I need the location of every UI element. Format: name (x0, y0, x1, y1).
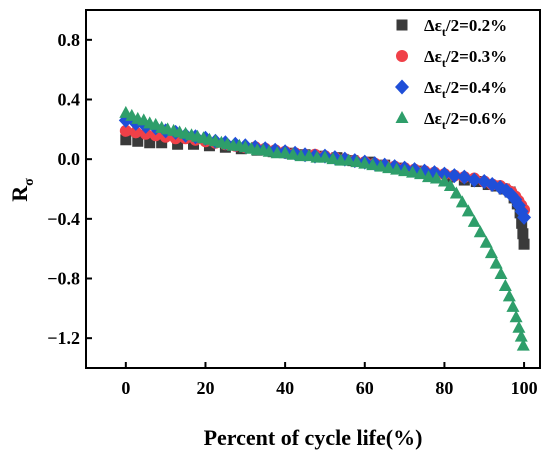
data-point (129, 126, 142, 139)
x-tick-label: 60 (356, 378, 374, 398)
data-point (506, 299, 520, 312)
data-point (278, 146, 292, 159)
legend-label-tail: /2=0.6% (445, 109, 507, 128)
data-series-layer (118, 105, 532, 351)
data-point (479, 235, 493, 248)
data-point (342, 153, 356, 166)
x-tick-label: 20 (196, 378, 214, 398)
data-point (326, 152, 340, 165)
x-tick-label: 80 (435, 378, 453, 398)
data-point (398, 164, 412, 177)
data-point (484, 246, 498, 259)
legend-marker (395, 79, 409, 95)
data-point (382, 161, 396, 174)
data-point (120, 134, 132, 146)
legend-label: Δεt/2=0.2% (424, 16, 507, 39)
legend-label-subscript: t (442, 87, 446, 101)
plot-area-frame (85, 9, 541, 369)
y-axis-title-main: R (7, 185, 32, 202)
legend-label-tail: /2=0.4% (445, 78, 507, 97)
data-point (489, 256, 503, 269)
data-point (461, 204, 475, 217)
data-point (509, 310, 523, 323)
legend-label-subscript: t (442, 56, 446, 70)
y-axis-title: Rσ (7, 178, 37, 202)
data-point (119, 124, 132, 137)
y-axis: 0.8 0.4 0.0 −0.4 −0.8 −1.2 (47, 30, 92, 348)
legend-label-tail: /2=0.2% (445, 16, 507, 35)
data-point (262, 144, 276, 157)
x-axis: 0 20 40 60 80 100 (121, 362, 538, 398)
data-point (144, 137, 156, 149)
data-point (302, 149, 316, 162)
data-point (494, 267, 508, 280)
x-tick-label: 40 (276, 378, 294, 398)
y-tick-label: 0.4 (58, 90, 81, 110)
legend-label-main: Δε (424, 78, 442, 97)
legend-label: Δεt/2=0.6% (424, 109, 507, 132)
data-point (350, 155, 364, 168)
x-tick-label: 100 (511, 378, 538, 398)
data-point (516, 338, 530, 351)
legend-label-tail: /2=0.3% (445, 47, 507, 66)
y-axis-title-subscript: σ (22, 178, 37, 186)
data-point (514, 329, 528, 342)
legend-marker (396, 50, 408, 62)
data-point (156, 137, 168, 149)
legend-label-subscript: t (442, 25, 446, 39)
y-tick-label: −0.8 (47, 269, 80, 289)
data-point (455, 195, 469, 208)
legend: Δεt/2=0.2%Δεt/2=0.3%Δεt/2=0.4%Δεt/2=0.6% (395, 16, 507, 132)
data-point (437, 166, 452, 182)
x-axis-title: Percent of cycle life(%) (204, 425, 423, 450)
data-point (512, 320, 526, 333)
data-point (502, 289, 516, 302)
data-point (286, 147, 300, 160)
legend-marker (396, 19, 408, 31)
data-point (358, 156, 372, 169)
data-point (366, 158, 380, 171)
data-point (517, 228, 529, 240)
data-point (449, 186, 463, 199)
data-point (172, 138, 184, 150)
legend-label-main: Δε (424, 109, 442, 128)
y-tick-label: −0.4 (47, 209, 80, 229)
y-tick-label: 0.8 (58, 30, 81, 50)
data-point (429, 171, 443, 184)
legend-label-main: Δε (424, 47, 442, 66)
data-point (374, 159, 388, 172)
y-tick-label: 0.0 (58, 149, 81, 169)
data-point (447, 168, 462, 184)
data-point (473, 225, 487, 238)
data-point (467, 172, 482, 188)
x-tick-label: 0 (121, 378, 130, 398)
data-point (390, 162, 404, 175)
data-point (421, 170, 435, 183)
y-tick-label: −1.2 (47, 328, 80, 348)
data-point (517, 209, 532, 225)
data-point (414, 167, 428, 180)
series-triangle (119, 105, 530, 351)
data-point (518, 238, 530, 250)
data-point (467, 214, 481, 227)
legend-label-main: Δε (424, 16, 442, 35)
svg-text:Rσ: Rσ (7, 178, 37, 202)
data-point (457, 169, 472, 185)
data-point (443, 179, 457, 192)
legend-marker (395, 111, 409, 123)
data-point (437, 174, 451, 187)
legend-label-subscript: t (442, 118, 446, 132)
legend-label: Δεt/2=0.3% (424, 47, 507, 70)
data-point (498, 278, 512, 291)
legend-label: Δεt/2=0.4% (424, 78, 507, 101)
data-point (516, 217, 528, 229)
data-point (406, 165, 420, 178)
data-point (318, 150, 332, 163)
data-point (132, 135, 144, 147)
